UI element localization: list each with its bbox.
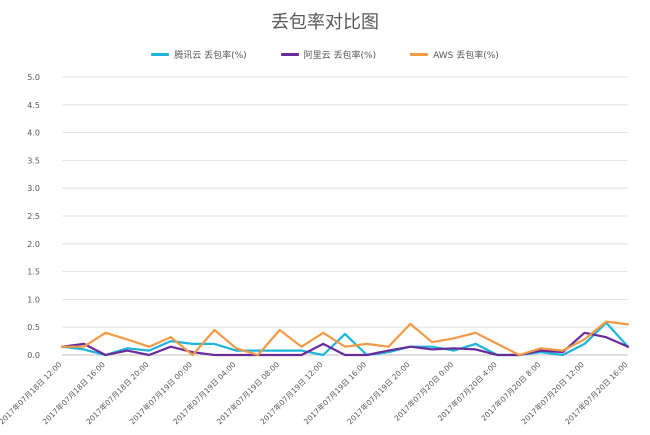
y-tick-label: 1.0	[27, 295, 40, 304]
legend-label-aliyun: 阿里云 丢包率(%)	[303, 51, 377, 61]
legend-label-aws: AWS 丢包率(%)	[433, 51, 499, 61]
y-tick-label: 0.0	[27, 351, 40, 360]
legend-swatch-tencent	[151, 53, 170, 56]
chart-title: 丢包率对比图	[271, 12, 379, 33]
legend-swatch-aws	[410, 53, 429, 56]
series-line-2	[60, 320, 630, 357]
legend: 腾讯云 丢包率(%) 阿里云 丢包率(%) AWS 丢包率(%)	[0, 48, 650, 61]
y-tick-label: 5.0	[27, 73, 40, 82]
y-tick-label: 4.5	[27, 101, 40, 110]
legend-item-tencent: 腾讯云 丢包率(%)	[151, 48, 247, 61]
y-tick-label: 1.5	[27, 268, 40, 277]
legend-item-aliyun: 阿里云 丢包率(%)	[280, 48, 377, 61]
y-tick-label: 3.0	[27, 184, 40, 193]
y-tick-label: 4.0	[27, 129, 40, 138]
legend-label-tencent: 腾讯云 丢包率(%)	[174, 51, 247, 61]
y-tick-label: 2.5	[27, 212, 40, 221]
y-tick-label: 0.5	[27, 323, 40, 332]
legend-item-aws: AWS 丢包率(%)	[410, 48, 499, 61]
series-line-1	[60, 331, 630, 357]
y-tick-label: 3.5	[27, 156, 40, 165]
legend-swatch-aliyun	[280, 53, 299, 56]
y-tick-label: 2.0	[27, 240, 40, 249]
